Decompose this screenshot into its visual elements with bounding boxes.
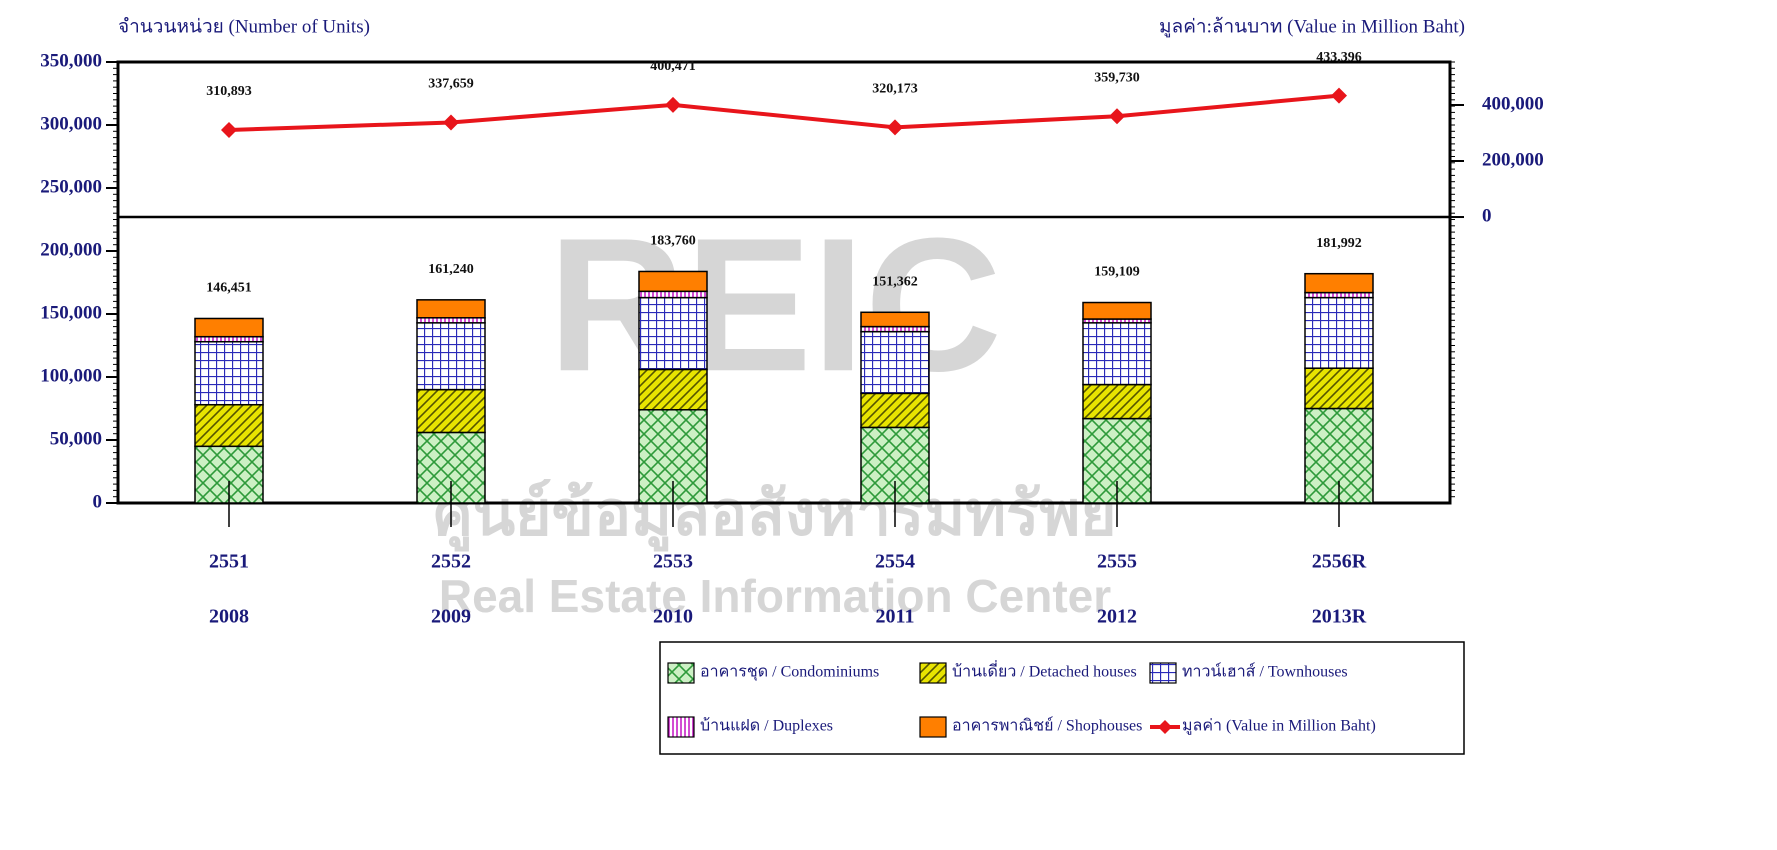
value-line [228,93,1340,132]
bar-segment [416,299,486,319]
line-marker [443,114,459,131]
y-tick-label: 0 [93,491,103,512]
x-tick-label-gregorian: 2008 [209,606,249,628]
x-tick-label-gregorian: 2013R [1312,606,1367,628]
bar-segment [638,368,708,411]
legend-box [659,641,1465,755]
legend-swatch [919,716,947,738]
legend-swatch [667,662,695,684]
bar-segment [1082,322,1152,386]
bar-segment [860,330,930,395]
legend-label: อาคารพาณิชย์ / Shophouses [952,716,1142,735]
bar-segment [194,317,264,338]
legend-label: บ้านเดี่ยว / Detached houses [952,660,1137,681]
bar-segment [194,403,264,448]
line-value-label: 320,173 [872,82,918,97]
bar-segment [638,270,708,293]
bar-segment [1082,301,1152,320]
bar-segment [416,317,486,324]
bar-segment [638,290,708,299]
y2-tick-label: 0 [1482,205,1492,226]
total-label: 159,109 [1094,265,1140,280]
y-tick-label: 100,000 [40,365,102,386]
bar-segment [1304,296,1374,369]
total-label: 161,240 [428,262,474,277]
line-marker [1109,108,1125,125]
legend-label: ทาวน์เฮาส์ / Townhouses [1182,662,1348,681]
y-tick-label: 50,000 [50,428,102,449]
bar-segment [1304,291,1374,299]
line-marker [887,119,903,136]
bar-segment [860,325,930,333]
legend-swatch [667,716,695,738]
x-tick-label: 2552 [431,551,471,573]
total-label: 146,451 [206,281,252,296]
legend-swatch [1158,720,1172,734]
bar-segment [638,296,708,371]
bar-segment [194,335,264,343]
bar-segment [194,340,264,406]
y-tick-label: 150,000 [40,302,102,323]
legend-swatch [1149,662,1177,684]
y2-tick-label: 400,000 [1482,93,1544,114]
total-label: 181,992 [1316,236,1362,251]
x-tick-label: 2553 [653,551,693,573]
legend-swatch [919,662,947,684]
x-tick-label-gregorian: 2009 [431,606,471,628]
line-value-label: 310,893 [206,84,252,99]
x-tick-label: 2555 [1097,551,1137,573]
bar-segment [1082,383,1152,420]
x-tick-label: 2554 [875,551,915,573]
y-tick-label: 300,000 [40,113,102,134]
line-value-label: 400,471 [650,59,696,74]
y-axis-label: จำนวนหน่วย (Number of Units) [118,16,370,37]
line-marker [665,96,681,113]
x-tick-label-gregorian: 2010 [653,606,693,628]
line-value-label: 433,396 [1316,50,1362,65]
watermark-thai: ศูนย์ข้อมูลอสังหาริมทรัพย์ [433,478,1116,551]
watermark-english: Real Estate Information Center [439,570,1111,622]
x-tick-label: 2551 [209,551,249,573]
bar-segment [416,322,486,391]
y2-tick-label: 200,000 [1482,149,1544,170]
y-tick-label: 200,000 [40,239,102,260]
bar-segment [1304,367,1374,410]
bar-segment [1304,272,1374,294]
bar-segment [416,388,486,434]
y2-axis-label: มูลค่า:ล้านบาท (Value in Million Baht) [1159,16,1465,37]
watermark-logo: REIC [548,199,1002,411]
bar-segment [860,392,930,429]
y-tick-label: 350,000 [40,50,102,71]
legend-label: อาคารชุด / Condominiums [700,664,879,682]
line-value-label: 359,730 [1094,70,1140,85]
x-tick-label: 2556R [1312,551,1367,573]
legend-label: มูลค่า (Value in Million Baht) [1182,718,1376,736]
y-tick-label: 250,000 [40,176,102,197]
watermark: REIC ศูนย์ข้อมูลอสังหาริมทรัพย์ Real Est… [433,199,1116,622]
line-marker [1331,87,1347,104]
legend-label: บ้านแฝด / Duplexes [700,717,833,735]
total-label: 151,362 [872,275,918,290]
x-tick-label-gregorian: 2011 [876,606,915,628]
total-label: 183,760 [650,234,696,249]
line-value-label: 337,659 [428,77,474,92]
x-tick-label-gregorian: 2012 [1097,606,1137,628]
bar-segment [860,311,930,328]
line-marker [221,121,237,138]
